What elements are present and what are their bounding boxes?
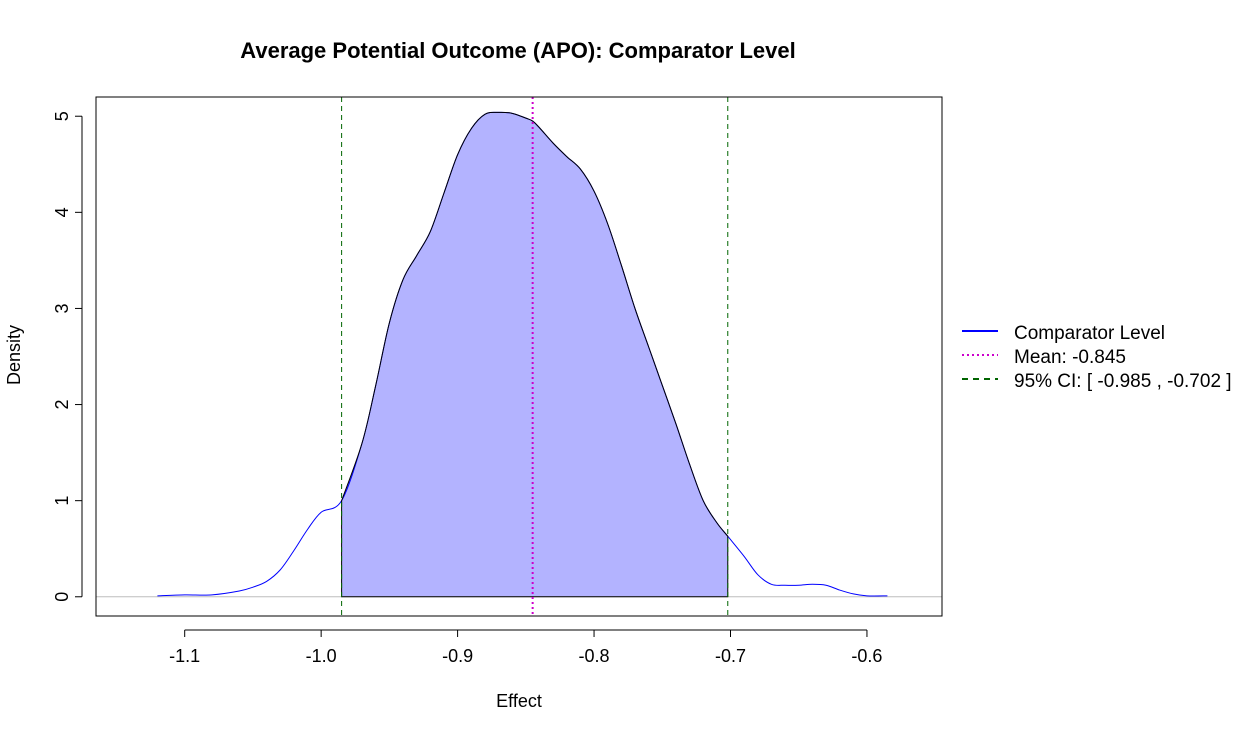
- y-tick-label: 0: [52, 592, 72, 602]
- ci-shaded-outline: [341, 111, 729, 598]
- plot-frame: [95, 96, 943, 617]
- x-tick-label: -0.6: [851, 646, 882, 666]
- x-tick-label: -1.0: [306, 646, 337, 666]
- x-axis-label: Effect: [496, 691, 542, 711]
- y-tick-label: 1: [52, 496, 72, 506]
- x-axis: -1.1 -1.0 -0.9 -0.8 -0.7 -0.6: [169, 629, 882, 666]
- chart-title: Average Potential Outcome (APO): Compara…: [240, 38, 795, 63]
- x-tick-label: -1.1: [169, 646, 200, 666]
- plot-area: [95, 96, 943, 617]
- y-tick-label: 4: [52, 207, 72, 217]
- y-tick-label: 2: [52, 400, 72, 410]
- legend-mean-label: Mean: -0.845: [1014, 347, 1126, 368]
- x-tick-label: -0.8: [579, 646, 610, 666]
- legend-ci-label: 95% CI: [ -0.985 , -0.702 ]: [1014, 371, 1232, 392]
- ci-shaded-area: [341, 112, 728, 597]
- x-tick-label: -0.9: [442, 646, 473, 666]
- y-tick-label: 5: [52, 111, 72, 121]
- x-tick-label: -0.7: [715, 646, 746, 666]
- y-axis-label: Density: [4, 325, 24, 385]
- legend: Comparator Level Mean: -0.845 95% CI: [ …: [962, 323, 1232, 392]
- y-axis: 0 1 2 3 4 5: [52, 111, 83, 602]
- legend-series-label: Comparator Level: [1014, 323, 1165, 344]
- y-tick-label: 3: [52, 303, 72, 313]
